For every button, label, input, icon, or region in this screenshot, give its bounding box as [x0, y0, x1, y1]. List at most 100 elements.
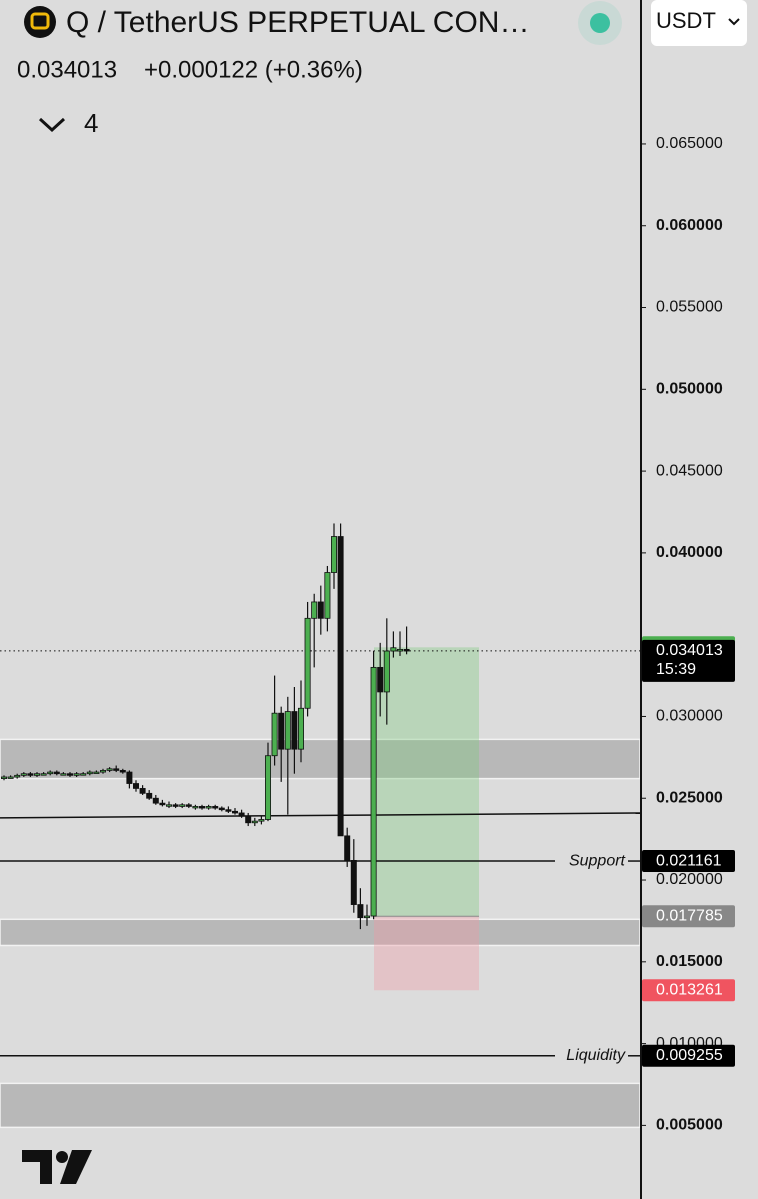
candle-body: [304, 617, 311, 709]
candle-body: [258, 819, 265, 822]
candle-body: [60, 773, 67, 776]
candle-body: [403, 648, 410, 652]
price-axis: 0.065000 0.060000 0.055000 0.050000 0.045000…: [641, 135, 735, 1134]
y-tick-label: 0.065000: [656, 135, 723, 152]
y-tick-label: 0.060000: [656, 217, 723, 234]
tradingview-logo: [22, 1150, 92, 1184]
candle-body: [67, 773, 74, 776]
candle-body: [100, 770, 107, 773]
candle-body: [383, 650, 390, 693]
stop-zone: [374, 916, 479, 991]
price-badge-label: 0.021161: [656, 852, 722, 869]
symbol-logo-mark: [30, 12, 50, 30]
level-label: Support: [569, 852, 626, 869]
candle-body: [159, 802, 166, 806]
countdown-label: 15:39: [656, 661, 696, 678]
candle-body: [218, 807, 225, 811]
candle-body: [212, 806, 219, 809]
price-badge: [642, 979, 735, 1002]
candle-body: [40, 773, 47, 776]
currency-button[interactable]: [651, 0, 747, 46]
candle-body: [311, 601, 318, 619]
candle-body: [284, 711, 291, 750]
candle-body: [330, 536, 337, 573]
last-price: 0.034013: [17, 56, 117, 83]
y-tick-label: 0.020000: [656, 871, 723, 888]
candle-body: [344, 835, 351, 861]
y-tick-label: 0.045000: [656, 462, 723, 479]
candle-body: [205, 806, 212, 809]
price-change: +0.000122 (+0.36%): [144, 56, 363, 83]
candle-body: [192, 806, 199, 809]
candle-body: [324, 572, 331, 619]
price-badge-label: 0.017785: [656, 907, 723, 924]
candle-body: [337, 536, 344, 837]
candle-body: [278, 712, 285, 750]
candle-body: [238, 812, 245, 817]
candle-body: [113, 768, 120, 771]
candle-body: [245, 815, 252, 824]
candle-body: [165, 804, 172, 807]
candle-body: [363, 915, 370, 919]
price-badge-label: 0.009255: [656, 1047, 723, 1064]
y-tick-label: 0.015000: [656, 953, 723, 970]
candle-body: [53, 771, 60, 775]
candle-body: [350, 860, 357, 905]
symbol-title[interactable]: Q / TetherUS PERPETUAL CON…: [66, 6, 529, 39]
candle-body: [7, 776, 14, 779]
candle-body: [132, 783, 139, 789]
candle-body: [297, 707, 304, 750]
y-tick-label: 0.005000: [656, 1117, 723, 1134]
price-badge-label: 0.034013: [656, 642, 723, 659]
target-zone: [374, 647, 479, 917]
candle-body: [20, 773, 27, 776]
candle-body: [198, 806, 205, 809]
indicator-count[interactable]: 4: [84, 108, 98, 138]
indicator-toggle[interactable]: [38, 117, 66, 133]
candle-body: [185, 804, 192, 807]
candle-body: [139, 788, 146, 794]
currency-caret: [728, 18, 740, 26]
candle-body: [126, 771, 133, 784]
symbol-logo: [24, 6, 56, 38]
plot-area: Support Liquidity: [0, 523, 641, 1129]
candle-body: [317, 601, 324, 619]
candle-body: [291, 711, 298, 750]
candle-body: [370, 666, 377, 917]
candle-body: [146, 792, 153, 799]
candle-body: [106, 768, 113, 771]
candle-body: [377, 666, 384, 693]
status-dot: [590, 13, 610, 33]
candle-body: [93, 771, 100, 774]
candle-body: [264, 755, 271, 820]
candle-body: [251, 820, 258, 824]
candle-body: [73, 773, 80, 776]
price-badge: [642, 1044, 735, 1067]
price-badge: [642, 639, 735, 682]
candle-body: [225, 809, 232, 812]
zone: [0, 1082, 641, 1129]
y-tick-label: 0.030000: [656, 708, 723, 725]
candle-body: [271, 712, 278, 757]
candle-body: [119, 770, 126, 773]
candle-body: [0, 776, 7, 780]
candle-body: [86, 771, 93, 775]
candle-body: [231, 810, 238, 814]
candle-body: [80, 773, 87, 776]
y-tick-label: 0.055000: [656, 299, 723, 316]
currency-label[interactable]: USDT: [656, 8, 716, 33]
y-tick-label: 0.025000: [656, 789, 723, 806]
candle-body: [152, 797, 159, 804]
price-badge: [642, 905, 735, 928]
y-tick-label: 0.040000: [656, 544, 723, 561]
candle-body: [14, 774, 21, 778]
y-tick-label: 0.050000: [656, 381, 723, 398]
candle-body: [172, 804, 179, 807]
candle-body: [34, 773, 41, 776]
candle-body: [396, 648, 403, 652]
price-badge-label: 0.013261: [656, 981, 723, 998]
candle-body: [27, 773, 34, 776]
candle-body: [47, 771, 54, 775]
